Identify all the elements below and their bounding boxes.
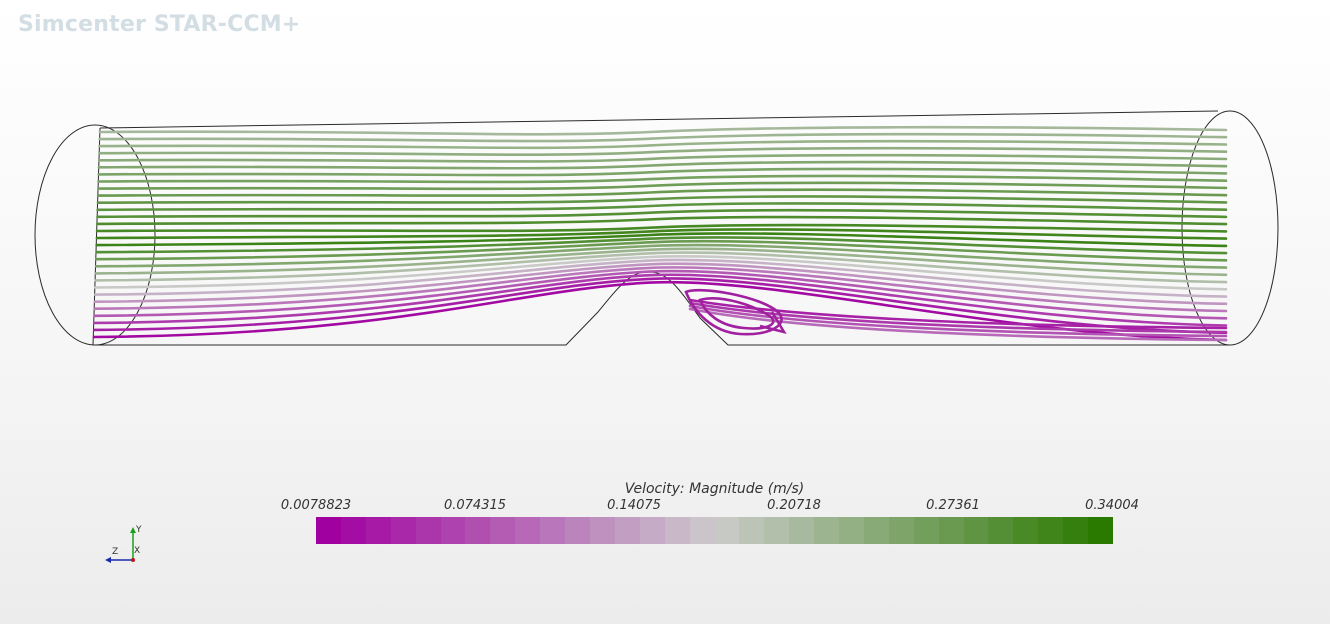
colorbar-segment (540, 517, 566, 544)
colorbar-segment (913, 517, 939, 544)
colorbar-segment (714, 517, 740, 544)
colorbar-segment (340, 517, 366, 544)
streamline (96, 215, 1228, 226)
streamline (96, 202, 1228, 212)
colorbar-segment (1063, 517, 1089, 544)
streamline (688, 301, 1228, 334)
streamlines (92, 125, 1228, 342)
legend-title: Velocity: Magnitude (m/s) (624, 481, 805, 497)
streamline (94, 247, 1228, 277)
streamline (93, 266, 1228, 313)
streamline (98, 125, 1228, 136)
streamline (688, 298, 1228, 330)
colorbar-segment (365, 517, 391, 544)
colorbar-segment (764, 517, 790, 544)
legend-tick: 0.20718 (767, 498, 821, 513)
streamline (98, 146, 1228, 156)
streamline (98, 132, 1228, 143)
streamline (98, 139, 1228, 150)
colorbar-segment (614, 517, 640, 544)
colorbar-segment (465, 517, 491, 544)
streamline (97, 181, 1228, 191)
colorbar-segment (415, 517, 441, 544)
streamline (688, 307, 1228, 342)
streamline (97, 174, 1228, 184)
x-axis-label: X (134, 546, 140, 556)
colorbar-segment (1013, 517, 1039, 544)
colorbar-segment (1088, 517, 1113, 544)
colorbar-segment (589, 517, 615, 544)
streamline (92, 277, 1228, 335)
app-title: Simcenter STAR-CCM+ (18, 12, 301, 37)
colorbar-segment (490, 517, 516, 544)
colorbar-segment (316, 517, 341, 544)
streamline (95, 228, 1228, 240)
colorbar-segment (789, 517, 815, 544)
velocity-colorbar (316, 517, 1113, 544)
streamline (95, 236, 1228, 255)
streamline (95, 232, 1228, 248)
streamline (96, 195, 1228, 204)
colorbar-segment (988, 517, 1014, 544)
streamline (97, 153, 1228, 163)
colorbar-segment (1038, 517, 1064, 544)
legend-tick: 0.34004 (1085, 498, 1139, 513)
legend-tick: 0.074315 (443, 498, 507, 513)
streamline (93, 258, 1228, 298)
axis-triad[interactable]: Y Z X (100, 522, 150, 572)
colorbar-segment (938, 517, 964, 544)
streamline (95, 223, 1228, 233)
colorbar-segment (863, 517, 889, 544)
pipe-top-edge (99, 110, 1219, 129)
streamline (97, 167, 1228, 177)
colorbar-segment (839, 517, 864, 544)
colorbar-segment (515, 517, 541, 544)
streamline (93, 262, 1228, 306)
streamline (94, 243, 1228, 269)
streamline (94, 254, 1228, 291)
streamline (93, 269, 1228, 320)
legend-tick: 0.27361 (926, 498, 980, 513)
colorbar-segment (739, 517, 765, 544)
z-axis-label: Z (112, 547, 118, 557)
streamline (688, 304, 1228, 338)
colorbar-segment (565, 517, 590, 544)
streamline (97, 160, 1228, 170)
colorbar-segment (390, 517, 416, 544)
y-axis-label: Y (135, 525, 142, 535)
streamline (93, 273, 1228, 327)
recirculation-vortex (684, 288, 787, 336)
legend-tick: 0.0078823 (280, 498, 352, 513)
colorbar-segment (664, 517, 690, 544)
legend-tick: 0.14075 (607, 498, 661, 513)
streamline (94, 251, 1228, 284)
streamline (96, 208, 1228, 219)
colorbar-segment (440, 517, 466, 544)
inlet-end-cap (34, 124, 156, 346)
streamline-viewport[interactable] (0, 0, 1330, 470)
colorbar-segment (639, 517, 665, 544)
streamline (94, 239, 1228, 262)
colorbar-segment (888, 517, 914, 544)
colorbar-segment (689, 517, 715, 544)
colorbar-segment (963, 517, 989, 544)
colorbar-segment (814, 517, 840, 544)
streamline (96, 188, 1228, 197)
